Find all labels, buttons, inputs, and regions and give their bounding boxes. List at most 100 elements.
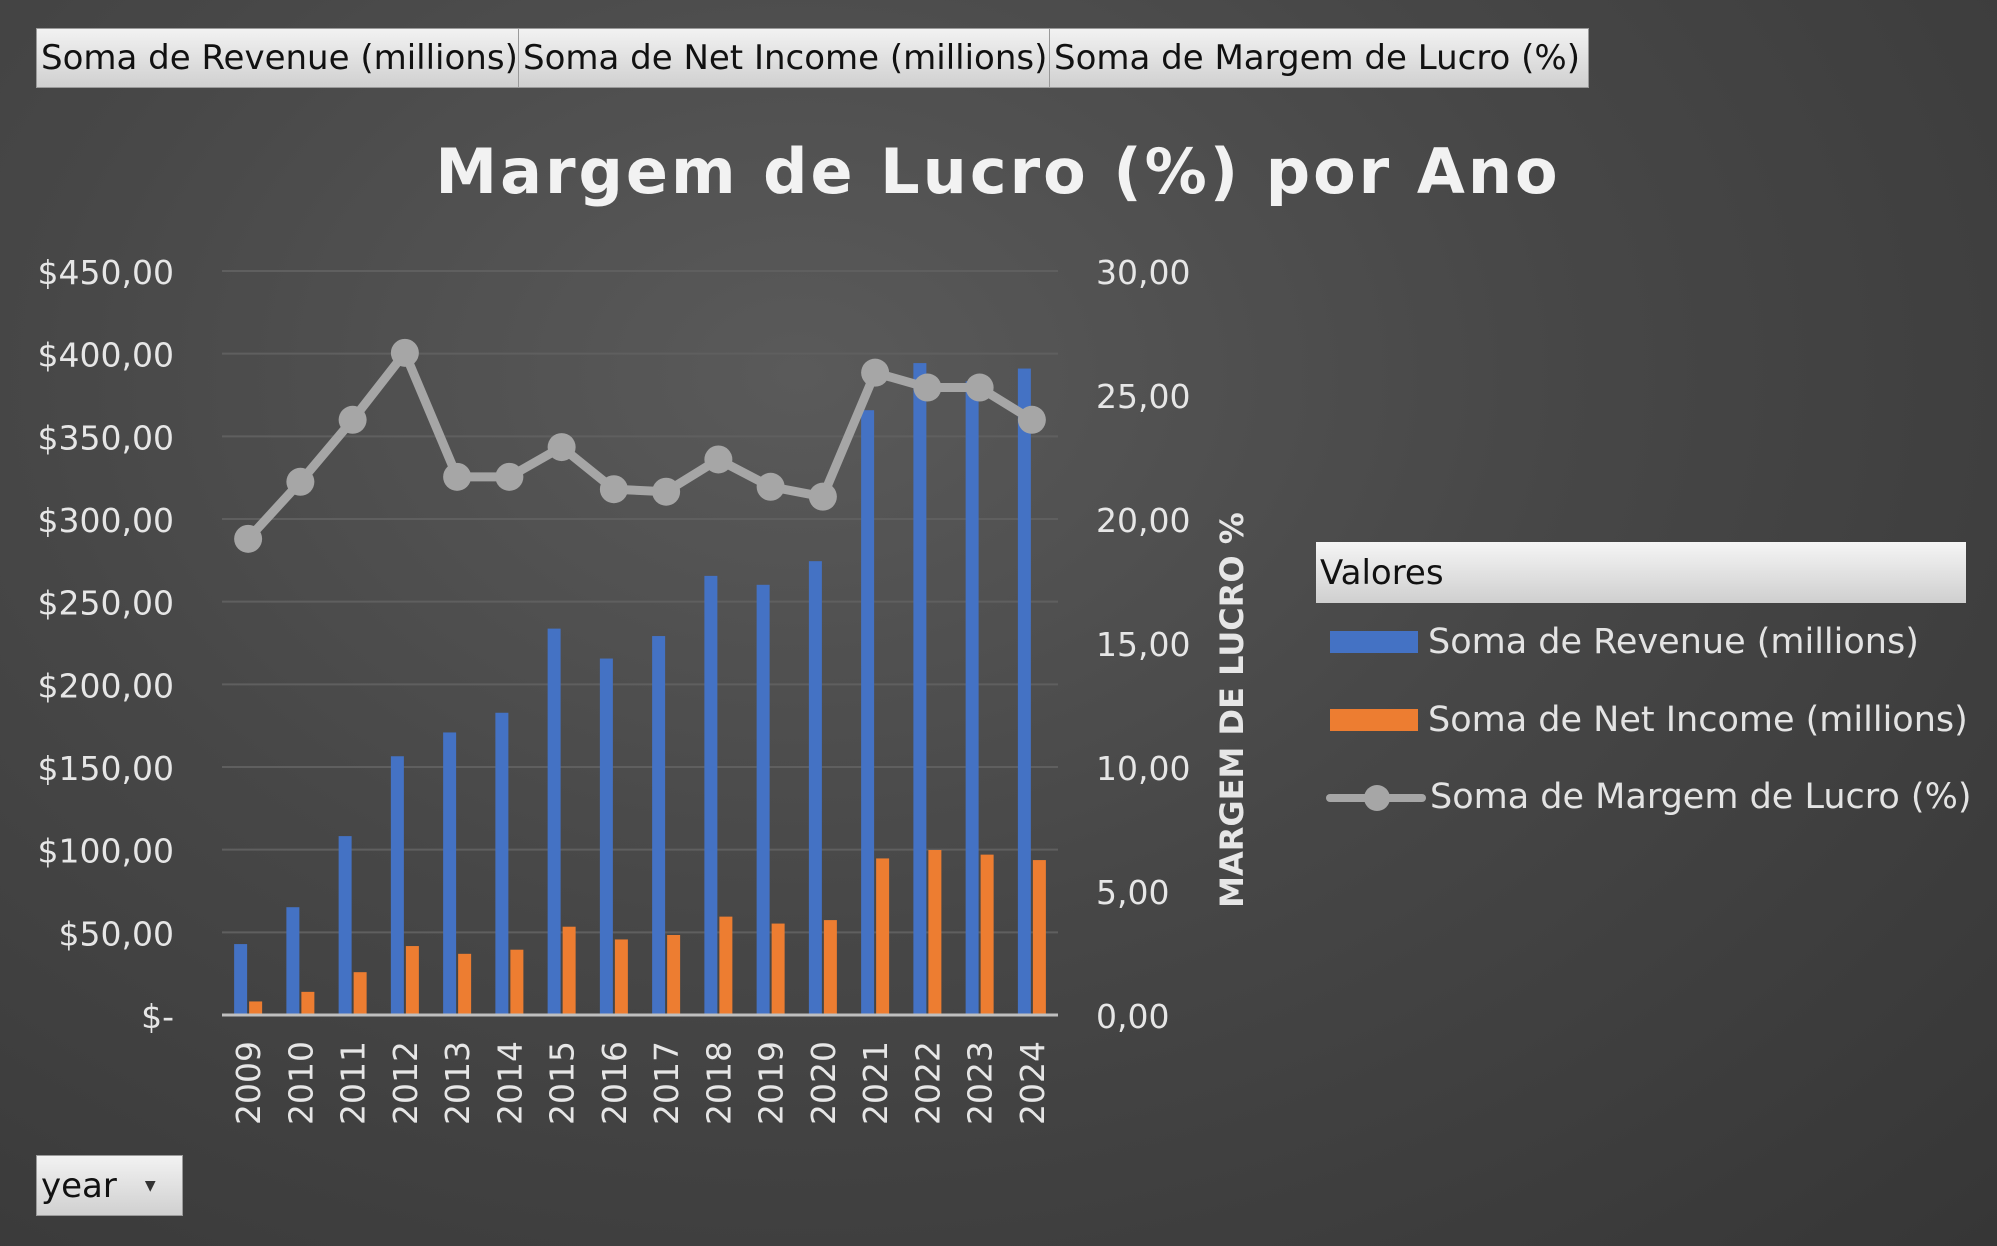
gridlines bbox=[222, 270, 1058, 934]
field-button-revenue[interactable]: Soma de Revenue (millions) bbox=[36, 28, 519, 88]
margin-point bbox=[234, 524, 263, 553]
y-tick-label: $300,00 bbox=[38, 501, 174, 540]
field-button-label: Soma de Margem de Lucro (%) bbox=[1054, 38, 1581, 78]
x-tick-label: 2018 bbox=[699, 1041, 738, 1125]
bar-revenue bbox=[756, 584, 770, 1015]
x-tick-label: 2013 bbox=[438, 1041, 477, 1125]
bar-revenue bbox=[443, 732, 457, 1015]
bar-revenue bbox=[234, 944, 248, 1015]
y-tick-label: $350,00 bbox=[38, 418, 174, 457]
bar-net-income bbox=[353, 972, 367, 1015]
chart-title: Margem de Lucro (%) por Ano bbox=[435, 135, 1560, 208]
y-tick-label: $200,00 bbox=[38, 666, 174, 705]
x-tick-label: 2010 bbox=[281, 1041, 320, 1125]
year-filter-label: year bbox=[41, 1165, 117, 1206]
margin-line-series bbox=[234, 338, 1046, 553]
y2-tick-label: 30,00 bbox=[1096, 253, 1190, 292]
bar-revenue bbox=[390, 756, 404, 1015]
margin-point bbox=[390, 338, 419, 367]
legend-header[interactable]: Valores bbox=[1316, 542, 1966, 603]
margin-point bbox=[1017, 405, 1046, 434]
y-axis-left: $- $50,00 $100,00 $150,00 $200,00 $250,00 $300… bbox=[38, 253, 174, 1036]
x-tick-label: 2012 bbox=[386, 1041, 425, 1125]
x-tick-label: 2023 bbox=[961, 1041, 1000, 1125]
legend-swatch-revenue bbox=[1330, 631, 1418, 653]
bar-revenue bbox=[286, 907, 300, 1015]
y-tick-label: $450,00 bbox=[38, 253, 174, 292]
bar-net-income bbox=[405, 946, 419, 1015]
y2-tick-label: 5,00 bbox=[1096, 873, 1169, 912]
x-tick-label: 2016 bbox=[595, 1041, 634, 1125]
y-tick-label: $250,00 bbox=[38, 584, 174, 623]
bar-net-income bbox=[667, 934, 681, 1015]
bar-revenue bbox=[913, 363, 927, 1015]
y-tick-label: $100,00 bbox=[38, 832, 174, 871]
y-tick-label: $400,00 bbox=[38, 336, 174, 375]
margin-point bbox=[652, 477, 681, 506]
x-axis: 2009 2010 2011 2012 2013 2014 2015 2016 2017 2018… bbox=[229, 1041, 1052, 1125]
bar-revenue bbox=[652, 636, 666, 1015]
margin-point bbox=[547, 433, 576, 462]
year-filter-button[interactable]: year ▼ bbox=[36, 1155, 183, 1216]
bars bbox=[234, 363, 1046, 1016]
bar-net-income bbox=[301, 991, 315, 1015]
x-tick-label: 2011 bbox=[334, 1041, 373, 1125]
x-tick-label: 2017 bbox=[647, 1041, 686, 1125]
legend-item-margin: Soma de Margem de Lucro (%) bbox=[1326, 772, 1971, 822]
x-tick-label: 2015 bbox=[543, 1041, 582, 1125]
bar-revenue bbox=[338, 836, 352, 1015]
field-button-label: Soma de Revenue (millions) bbox=[41, 38, 518, 78]
bar-net-income bbox=[719, 916, 733, 1015]
x-tick-label: 2021 bbox=[856, 1041, 895, 1125]
y2-tick-label: 15,00 bbox=[1096, 625, 1190, 664]
y2-tick-label: 10,00 bbox=[1096, 749, 1190, 788]
bar-net-income bbox=[771, 923, 785, 1015]
margin-point bbox=[913, 373, 942, 402]
legend-label-margin: Soma de Margem de Lucro (%) bbox=[1430, 777, 1972, 817]
y2-axis-title: MARGEM DE LUCRO % bbox=[1213, 512, 1251, 908]
bar-revenue bbox=[1017, 368, 1031, 1016]
legend-item-net-income: Soma de Net Income (millions) bbox=[1330, 695, 1968, 745]
bar-revenue bbox=[547, 628, 561, 1015]
bar-revenue bbox=[495, 712, 509, 1015]
margin-point bbox=[861, 358, 890, 387]
dropdown-arrow-icon: ▼ bbox=[144, 1177, 156, 1194]
bar-revenue bbox=[808, 561, 822, 1015]
bar-net-income bbox=[823, 920, 837, 1015]
bar-revenue bbox=[861, 410, 875, 1015]
bar-revenue bbox=[965, 381, 979, 1015]
y2-tick-label: 0,00 bbox=[1096, 997, 1169, 1036]
legend-item-revenue: Soma de Revenue (millions) bbox=[1330, 617, 1919, 667]
x-tick-label: 2020 bbox=[804, 1041, 843, 1125]
bar-net-income bbox=[458, 953, 472, 1015]
y2-tick-label: 20,00 bbox=[1096, 501, 1190, 540]
y2-tick-label: 25,00 bbox=[1096, 377, 1190, 416]
legend-header-label: Valores bbox=[1320, 552, 1444, 593]
bar-revenue bbox=[704, 575, 718, 1015]
x-tick-label: 2019 bbox=[752, 1041, 791, 1125]
field-button-margin[interactable]: Soma de Margem de Lucro (%) bbox=[1049, 28, 1589, 88]
margin-point bbox=[808, 482, 837, 511]
margin-point bbox=[338, 405, 367, 434]
y-tick-label: $- bbox=[141, 997, 174, 1036]
field-button-label: Soma de Net Income (millions) bbox=[523, 38, 1048, 78]
margin-point bbox=[443, 462, 472, 491]
field-button-net-income[interactable]: Soma de Net Income (millions) bbox=[518, 28, 1050, 88]
bar-net-income bbox=[1032, 860, 1046, 1015]
x-tick-label: 2009 bbox=[229, 1041, 268, 1125]
margin-point bbox=[965, 373, 994, 402]
bar-net-income bbox=[928, 849, 942, 1015]
legend-label-revenue: Soma de Revenue (millions) bbox=[1428, 622, 1919, 662]
x-tick-label: 2022 bbox=[908, 1041, 947, 1125]
margin-line bbox=[243, 348, 1037, 544]
y-tick-label: $150,00 bbox=[38, 749, 174, 788]
bar-net-income bbox=[876, 858, 890, 1015]
y-axis-right: 0,00 5,00 10,00 15,00 20,00 25,00 30,00 bbox=[1096, 253, 1190, 1036]
y-tick-label: $50,00 bbox=[59, 914, 174, 953]
legend-swatch-net-income bbox=[1330, 709, 1418, 731]
margin-point bbox=[756, 472, 785, 501]
margin-point bbox=[704, 445, 733, 474]
bar-net-income bbox=[980, 854, 994, 1015]
x-tick-label: 2024 bbox=[1013, 1041, 1052, 1125]
margin-point bbox=[599, 475, 628, 504]
